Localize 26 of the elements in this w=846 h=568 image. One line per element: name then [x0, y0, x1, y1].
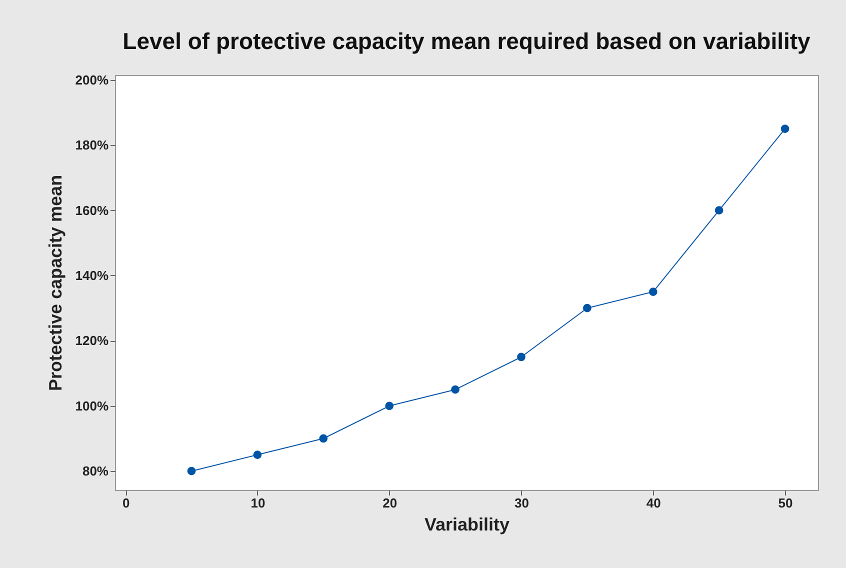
y-tick-label: 120% — [75, 333, 109, 348]
point — [583, 304, 592, 312]
y-axis-title: Protective capacity mean — [45, 174, 66, 392]
x-tick-label: 30 — [514, 496, 529, 510]
x-tick-label: 10 — [250, 496, 266, 510]
chart-title: Level of protective capacity mean required based on variability — [122, 28, 811, 54]
y-tick-label: 140% — [75, 268, 109, 283]
point — [517, 352, 526, 362]
y-tick-label: 180% — [75, 138, 109, 153]
y-tick-label: 200% — [75, 72, 109, 88]
point — [451, 385, 460, 394]
point — [780, 124, 790, 133]
x-tick-label: 40 — [646, 496, 661, 510]
x-tick-label: 0 — [122, 496, 130, 510]
point — [714, 206, 724, 214]
y-tick-label: 80% — [82, 464, 109, 479]
point — [319, 434, 328, 443]
x-tick-label: 20 — [382, 496, 398, 510]
x-tick-label: 50 — [778, 496, 793, 510]
y-tick-label: 100% — [75, 398, 109, 414]
x-axis-title: Variability — [424, 514, 510, 534]
y-tick-label: 160% — [75, 202, 109, 218]
point — [385, 402, 394, 410]
point — [187, 466, 196, 476]
point — [253, 450, 262, 459]
point — [648, 288, 658, 296]
